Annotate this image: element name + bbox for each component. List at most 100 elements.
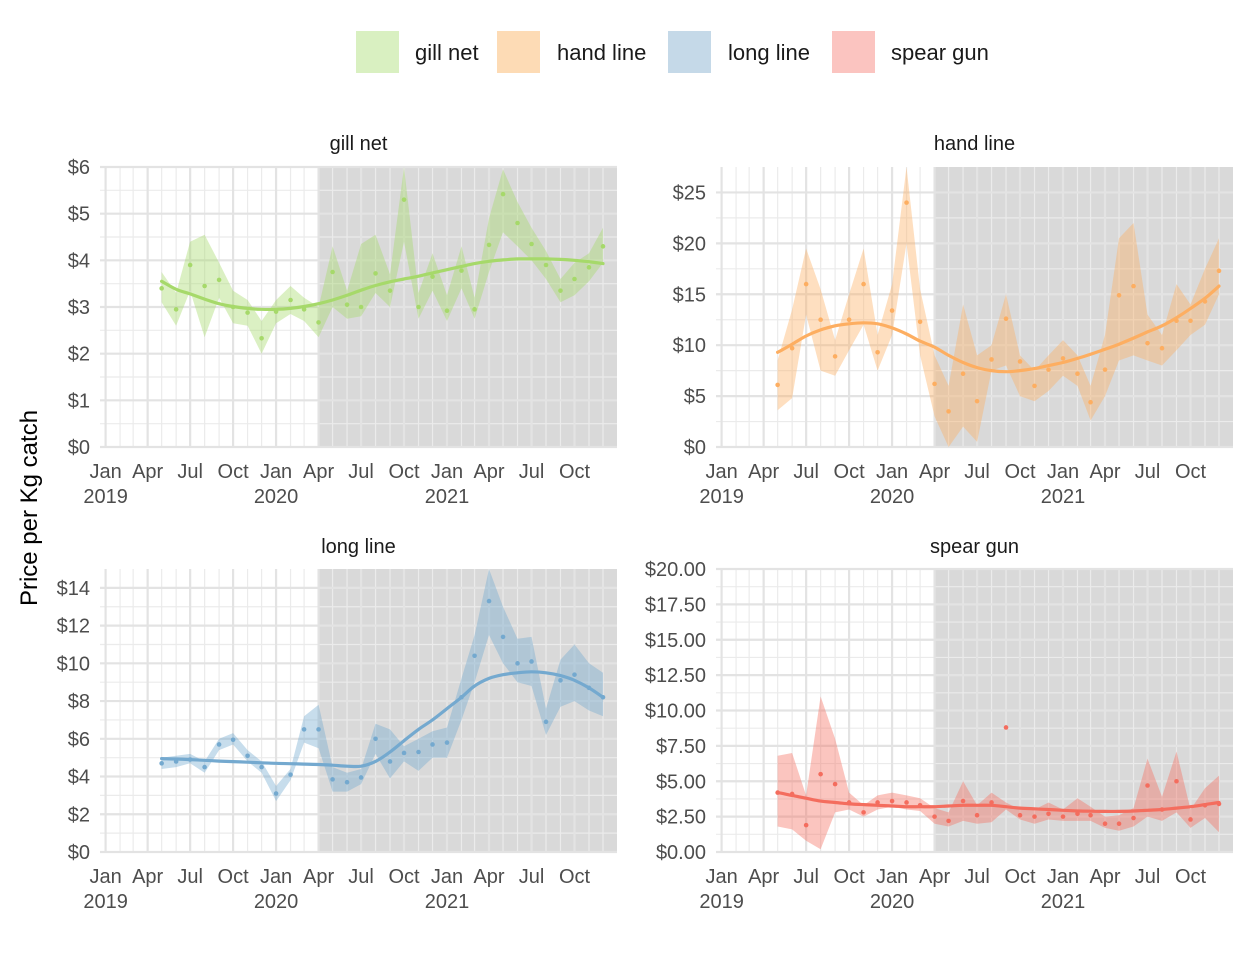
data-point [159,761,164,766]
data-point [387,759,393,764]
x-tick-label: Apr [1089,866,1120,888]
ribbon-spear-gun [777,696,1219,850]
data-point [486,598,492,604]
y-tick-label: $8 [68,691,90,713]
data-point [301,307,307,312]
x-tick-label: 2019 [699,486,744,508]
smooth-line-hand-line [776,284,1221,374]
data-point [543,262,549,268]
x-tick-label: Jan [705,866,737,888]
data-point [316,320,321,325]
data-point [529,241,534,247]
data-point [586,685,592,691]
data-point [472,653,477,659]
y-tick-label: $2.50 [656,807,706,829]
data-point [586,265,592,270]
x-tick-label: 2019 [83,891,128,913]
x-tick-label: 2019 [83,486,128,508]
x-tick-label: 2021 [1041,486,1086,508]
facet-title-gill-net: gill net [330,133,388,155]
y-tick-label: $7.50 [656,736,706,758]
x-tick-label: Jan [89,461,121,483]
data-point [187,262,193,268]
y-tick-label: $1 [68,390,90,412]
x-tick-label: Jul [1135,461,1161,483]
data-point [202,764,207,770]
x-tick-label: Oct [1175,866,1207,888]
x-tick-label: Jul [793,461,819,483]
data-point [344,779,350,785]
points-hand-line [775,200,1222,414]
y-tick-label: $2 [68,804,90,826]
data-point [818,771,823,777]
data-point [1017,359,1023,364]
data-point [775,790,780,795]
x-tick-label: Jul [519,866,545,888]
legend-swatch-gill-net [356,31,399,73]
x-tick-label: Oct [1175,461,1207,483]
x-tick-label: Jul [177,866,203,888]
data-point [1116,821,1122,826]
ribbon-gill-net [161,167,603,354]
data-point [230,737,236,743]
data-point [1216,268,1222,274]
data-point [416,749,421,755]
legend-label-long-line: long line [728,40,810,65]
x-tick-label: Apr [748,461,779,483]
ribbon-hand-line [777,167,1219,447]
x-tick-label: 2021 [425,891,470,913]
data-point [803,281,809,287]
facet-spear-gun: spear gun $0.00 $2.50 $5.00 $7.50 $10.00 $12.5… [645,536,1233,913]
data-point [273,791,279,796]
x-tick-label: 2021 [1041,891,1086,913]
y-tick-label: $5.00 [656,771,706,793]
y-tick-label: $10.00 [645,701,706,723]
y-tick-label: $0 [684,437,706,459]
y-tick-label: $5 [684,386,706,408]
data-point [472,307,477,312]
data-point [245,753,250,759]
x-tick-label: Apr [132,461,163,483]
data-point [500,634,506,640]
x-tick-label: 2020 [254,486,299,508]
data-point [1046,811,1051,817]
points-long-line [159,598,606,796]
y-tick-label: $20 [673,233,706,255]
data-point [486,242,492,248]
data-point [1145,340,1150,346]
x-tick-label: 2020 [870,891,915,913]
data-point [373,271,378,276]
data-point [960,371,966,376]
points-gill-net [159,191,606,341]
data-point [216,742,222,747]
x-tick-label: Jan [876,866,908,888]
data-point [1075,811,1080,817]
data-point [775,382,780,388]
y-tick-label: $14 [57,578,90,600]
x-tick-label: Jan [1047,461,1079,483]
y-tick-label: $20.00 [645,559,706,581]
data-point [1102,367,1108,372]
data-point [1075,371,1080,376]
data-point [989,357,994,362]
data-point [288,772,293,777]
data-point [917,319,923,325]
data-point [1102,821,1108,826]
data-point [904,200,909,205]
x-tick-label: 2019 [699,891,744,913]
legend-swatch-long-line [668,31,711,73]
data-point [889,798,895,804]
data-point [789,345,795,351]
x-tick-label: Apr [748,866,779,888]
data-point [373,736,378,742]
data-point [159,286,164,291]
data-point [1202,299,1208,304]
data-point [1159,345,1165,351]
ribbon-long-line [161,569,603,802]
data-point [1188,817,1193,822]
legend-label-spear-gun: spear gun [891,40,989,65]
x-tick-label: Apr [1089,461,1120,483]
